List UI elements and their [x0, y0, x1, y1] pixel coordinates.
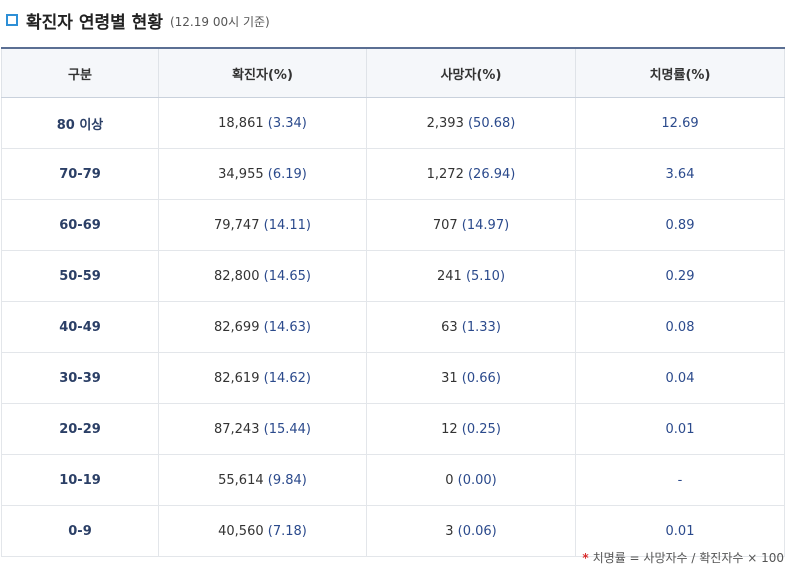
footnote: * 치명률 = 사망자수 / 확진자수 × 100 [582, 549, 784, 566]
cases-percent: (14.63) [263, 319, 311, 335]
deaths-percent: (50.68) [467, 115, 516, 131]
deaths-value: 31 [441, 370, 458, 386]
age-group-cell: 40-49 [1, 301, 159, 353]
table-header-row: 구분 확진자(%) 사망자(%) 치명률(%) [1, 47, 785, 98]
deaths-cell: 0 (0.00) [366, 454, 576, 506]
section-title: 확진자 연령별 현황 [26, 12, 163, 33]
deaths-cell: 31 (0.66) [366, 352, 576, 404]
deaths-value: 0 [445, 472, 454, 488]
footnote-star: * [582, 551, 589, 565]
cases-value: 82,619 [213, 370, 260, 386]
cases-value: 40,560 [218, 523, 264, 539]
deaths-value: 241 [436, 268, 462, 284]
column-header-category: 구분 [1, 47, 159, 98]
deaths-cell: 707 (14.97) [366, 199, 576, 251]
deaths-value: 3 [445, 523, 454, 539]
square-bullet-icon [6, 14, 18, 26]
column-header-deaths: 사망자(%) [366, 47, 576, 98]
cases-cell: 18,861 (3.34) [158, 97, 367, 149]
age-group-cell: 20-29 [1, 403, 159, 455]
cases-value: 55,614 [218, 472, 264, 488]
age-group-cell: 10-19 [1, 454, 159, 506]
section-subtitle: (12.19 00시 기준) [169, 15, 270, 29]
deaths-percent: (0.66) [461, 370, 501, 386]
table-row: 70-79 34,955 (6.19) 1,272 (26.94) 3.64 [1, 148, 785, 200]
cases-cell: 34,955 (6.19) [158, 148, 367, 200]
cases-value: 82,800 [213, 268, 260, 284]
fatality-rate-cell: 0.29 [575, 250, 785, 302]
deaths-value: 1,272 [426, 166, 464, 182]
age-group-cell: 50-59 [1, 250, 159, 302]
table-row: 40-49 82,699 (14.63) 63 (1.33) 0.08 [1, 301, 785, 353]
fatality-rate-cell: - [575, 454, 785, 506]
cases-value: 18,861 [218, 115, 264, 131]
cases-value: 87,243 [213, 421, 260, 437]
deaths-percent: (14.97) [461, 217, 510, 233]
cases-value: 34,955 [218, 166, 264, 182]
cases-cell: 55,614 (9.84) [158, 454, 367, 506]
cases-percent: (14.65) [263, 268, 311, 284]
age-group-cell: 60-69 [1, 199, 159, 251]
cases-cell: 82,699 (14.63) [158, 301, 367, 353]
deaths-cell: 2,393 (50.68) [366, 97, 576, 149]
cases-value: 82,699 [213, 319, 260, 335]
deaths-cell: 1,272 (26.94) [366, 148, 576, 200]
table-row: 50-59 82,800 (14.65) 241 (5.10) 0.29 [1, 250, 785, 302]
age-group-cell: 0-9 [1, 505, 159, 557]
deaths-percent: (0.25) [461, 421, 501, 437]
deaths-percent: (0.06) [457, 523, 497, 539]
deaths-cell: 241 (5.10) [366, 250, 576, 302]
fatality-rate-cell: 0.01 [575, 403, 785, 455]
fatality-rate-cell: 3.64 [575, 148, 785, 200]
deaths-value: 63 [441, 319, 458, 335]
age-group-cell: 30-39 [1, 352, 159, 404]
cases-cell: 87,243 (15.44) [158, 403, 367, 455]
table-row: 80 이상 18,861 (3.34) 2,393 (50.68) 12.69 [1, 97, 785, 149]
table-row: 20-29 87,243 (15.44) 12 (0.25) 0.01 [1, 403, 785, 455]
deaths-value: 12 [441, 421, 458, 437]
deaths-cell: 3 (0.06) [366, 505, 576, 557]
deaths-percent: (0.00) [457, 472, 497, 488]
deaths-value: 2,393 [426, 115, 464, 131]
footnote-text: 치명률 = 사망자수 / 확진자수 × 100 [592, 551, 784, 565]
fatality-rate-cell: 0.04 [575, 352, 785, 404]
fatality-rate-cell: 0.01 [575, 505, 785, 557]
fatality-rate-cell: 0.08 [575, 301, 785, 353]
cases-value: 79,747 [213, 217, 260, 233]
table-row: 60-69 79,747 (14.11) 707 (14.97) 0.89 [1, 199, 785, 251]
cases-cell: 79,747 (14.11) [158, 199, 367, 251]
age-stats-table: 구분 확진자(%) 사망자(%) 치명률(%) 80 이상 18,861 (3.3… [1, 47, 785, 557]
cases-percent: (3.34) [267, 115, 307, 131]
cases-cell: 40,560 (7.18) [158, 505, 367, 557]
cases-cell: 82,619 (14.62) [158, 352, 367, 404]
deaths-cell: 12 (0.25) [366, 403, 576, 455]
deaths-cell: 63 (1.33) [366, 301, 576, 353]
age-group-cell: 80 이상 [1, 97, 159, 149]
cases-percent: (14.62) [263, 370, 311, 386]
section-header: 확진자 연령별 현황 (12.19 00시 기준) [6, 8, 270, 33]
fatality-rate-cell: 12.69 [575, 97, 785, 149]
table-row: 0-9 40,560 (7.18) 3 (0.06) 0.01 [1, 505, 785, 557]
deaths-percent: (1.33) [461, 319, 501, 335]
column-header-fatality-rate: 치명률(%) [575, 47, 785, 98]
cases-percent: (15.44) [263, 421, 311, 437]
cases-percent: (14.11) [263, 217, 311, 233]
deaths-value: 707 [432, 217, 458, 233]
table-row: 30-39 82,619 (14.62) 31 (0.66) 0.04 [1, 352, 785, 404]
deaths-percent: (5.10) [465, 268, 506, 284]
cases-percent: (7.18) [267, 523, 307, 539]
cases-cell: 82,800 (14.65) [158, 250, 367, 302]
table-row: 10-19 55,614 (9.84) 0 (0.00) - [1, 454, 785, 506]
fatality-rate-cell: 0.89 [575, 199, 785, 251]
cases-percent: (6.19) [267, 166, 307, 182]
age-group-cell: 70-79 [1, 148, 159, 200]
cases-percent: (9.84) [267, 472, 307, 488]
deaths-percent: (26.94) [467, 166, 516, 182]
column-header-cases: 확진자(%) [158, 47, 367, 98]
